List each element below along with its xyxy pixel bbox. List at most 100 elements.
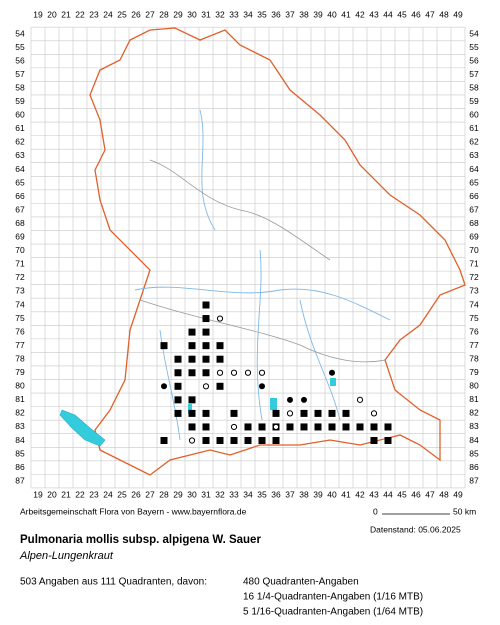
record-circle <box>286 410 294 417</box>
record-square <box>202 301 210 309</box>
column-label: 48 <box>439 9 449 19</box>
column-label: 22 <box>75 489 85 499</box>
row-label: 79 <box>15 367 25 377</box>
data-date: Datenstand: 05.06.2025 <box>370 524 461 534</box>
record-square <box>188 396 196 404</box>
record-square <box>370 423 378 431</box>
record-square <box>258 423 266 431</box>
column-label: 42 <box>355 489 365 499</box>
river <box>134 109 391 441</box>
row-label: 57 <box>469 69 479 79</box>
row-label: 75 <box>469 313 479 323</box>
row-label: 73 <box>15 286 25 296</box>
record-square <box>188 328 196 336</box>
row-label: 80 <box>15 381 25 391</box>
column-label: 19 <box>33 9 43 19</box>
row-label: 71 <box>15 259 25 269</box>
row-label: 59 <box>469 96 479 106</box>
row-label: 84 <box>15 435 25 445</box>
species-name: Pulmonaria mollis subsp. alpigena W. Sau… <box>20 534 261 546</box>
record-square <box>370 437 378 444</box>
credit: Arbeitsgemeinschaft Flora von Bayern - w… <box>20 506 247 516</box>
column-label: 23 <box>89 489 99 499</box>
record-circle <box>272 423 280 431</box>
row-label: 82 <box>15 408 25 418</box>
row-label: 65 <box>15 177 25 187</box>
column-label: 32 <box>215 9 225 19</box>
column-label: 49 <box>453 9 463 19</box>
column-label: 21 <box>61 9 71 19</box>
record-square <box>230 437 238 444</box>
row-label: 64 <box>15 164 25 174</box>
row-label: 66 <box>15 191 25 201</box>
scale-end: 50 km <box>453 506 476 516</box>
column-label: 26 <box>131 9 141 19</box>
row-label: 54 <box>469 28 479 38</box>
column-label: 38 <box>299 489 309 499</box>
row-label: 61 <box>15 123 25 133</box>
row-label: 81 <box>15 394 25 404</box>
record-square <box>342 409 350 417</box>
summary-line: 480 Quadranten-Angaben <box>243 577 359 588</box>
row-label: 56 <box>469 55 479 65</box>
row-label: 64 <box>469 164 479 174</box>
row-label: 84 <box>469 435 479 445</box>
row-label: 80 <box>469 381 479 391</box>
record-circle <box>188 437 196 444</box>
record-circle <box>244 369 252 376</box>
row-label: 86 <box>469 462 479 472</box>
column-label: 45 <box>397 9 407 19</box>
row-label: 76 <box>15 326 25 336</box>
column-label: 22 <box>75 9 85 19</box>
row-label: 82 <box>469 408 479 418</box>
record-square <box>188 355 196 363</box>
record-square <box>202 437 210 444</box>
record-square <box>384 423 392 431</box>
record-square <box>300 409 308 417</box>
row-label: 69 <box>15 232 25 242</box>
row-label: 61 <box>469 123 479 133</box>
column-label: 30 <box>187 9 197 19</box>
row-label: 78 <box>469 353 479 363</box>
record-square <box>188 342 196 350</box>
record-circle <box>356 396 364 403</box>
record-circle <box>230 423 238 431</box>
record-circle <box>216 369 224 376</box>
column-label: 37 <box>285 489 295 499</box>
row-label: 63 <box>15 150 25 160</box>
record-circle <box>258 369 266 376</box>
column-label: 20 <box>47 489 57 499</box>
record-circle <box>216 315 224 322</box>
row-label: 68 <box>469 218 479 228</box>
column-label: 28 <box>159 9 169 19</box>
column-label: 39 <box>313 9 323 19</box>
record-square <box>174 382 182 390</box>
map-base <box>59 27 466 476</box>
column-label: 34 <box>243 9 253 19</box>
row-label: 76 <box>469 326 479 336</box>
column-label: 45 <box>397 489 407 499</box>
row-label: 83 <box>469 421 479 431</box>
column-label: 43 <box>369 489 379 499</box>
summary-total: 503 Angaben aus 111 Quadranten, davon: <box>20 577 207 588</box>
row-label: 72 <box>15 272 25 282</box>
record-square <box>188 369 196 377</box>
common-name: Alpen-Lungenkraut <box>19 550 114 562</box>
record-dot <box>301 396 307 403</box>
row-label: 70 <box>469 245 479 255</box>
row-label: 62 <box>469 137 479 147</box>
column-label: 40 <box>327 9 337 19</box>
row-label: 55 <box>469 42 479 52</box>
record-dot <box>329 369 335 376</box>
column-label: 27 <box>145 489 155 499</box>
column-label: 20 <box>47 9 57 19</box>
record-square <box>174 355 182 363</box>
column-label: 44 <box>383 489 393 499</box>
row-label: 54 <box>15 28 25 38</box>
row-label: 67 <box>469 204 479 214</box>
column-label: 46 <box>411 489 421 499</box>
admin-border <box>139 159 386 363</box>
record-square <box>314 409 322 417</box>
column-label: 35 <box>257 9 267 19</box>
record-square <box>202 423 210 431</box>
